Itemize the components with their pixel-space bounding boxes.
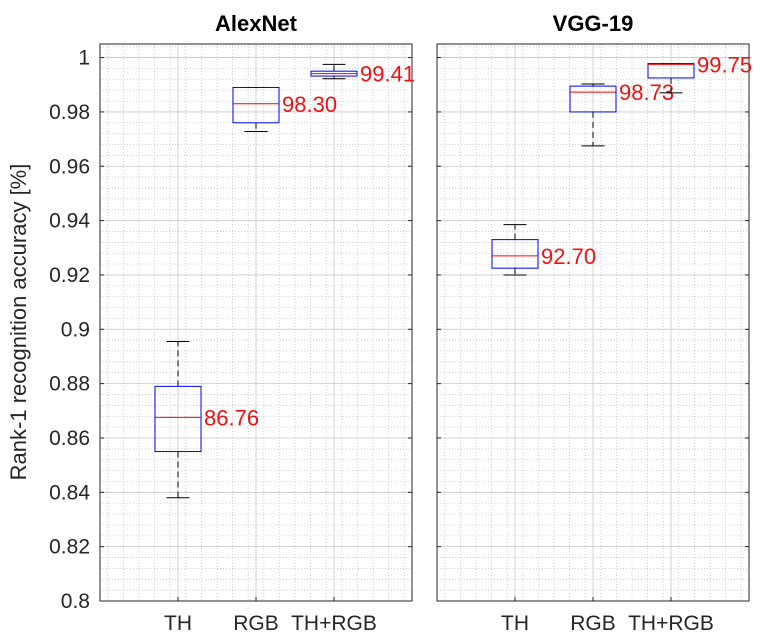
median-value-label: 92.70 [541, 244, 596, 269]
box-iqr [569, 85, 617, 113]
x-tick-label: TH [501, 612, 529, 635]
y-tick-label: 0.82 [49, 536, 90, 559]
y-tick-label: 0.86 [49, 427, 90, 450]
x-tick-label: TH [164, 612, 192, 635]
x-tick-label: RGB [233, 612, 279, 635]
x-tick-label: TH+RGB [291, 612, 377, 635]
x-tick-label: RGB [570, 612, 616, 635]
y-tick-label: 0.96 [49, 155, 90, 178]
box-iqr [647, 63, 695, 79]
y-tick-label: 0.92 [49, 264, 90, 287]
median-value-label: 86.76 [204, 405, 259, 430]
box-iqr [154, 385, 202, 453]
y-tick-label: 0.84 [49, 481, 90, 504]
y-tick-label: 0.88 [49, 373, 90, 396]
median-value-label: 98.30 [282, 92, 337, 117]
box-iqr [232, 86, 280, 124]
x-tick-label: TH+RGB [628, 612, 714, 635]
y-tick-label: 0.8 [61, 590, 90, 613]
chart-title: VGG-19 [553, 11, 634, 36]
y-tick-label: 0.94 [49, 210, 90, 233]
y-tick-label: 0.9 [61, 318, 90, 341]
panel-alexnet: 0.8 0.82 0.84 0.86 0.88 0.9 0.92 0.94 0.96 0.98 1 T… [49, 11, 415, 635]
y-tick-label: 0.98 [49, 101, 90, 124]
chart-title: AlexNet [215, 11, 298, 36]
median-value-label: 99.41 [360, 62, 415, 87]
y-tick-label: 1 [78, 47, 90, 70]
y-axis-label: Rank-1 recognition accuracy [%] [6, 164, 31, 481]
median-value-label: 99.75 [697, 52, 752, 77]
box-iqr [491, 239, 539, 269]
